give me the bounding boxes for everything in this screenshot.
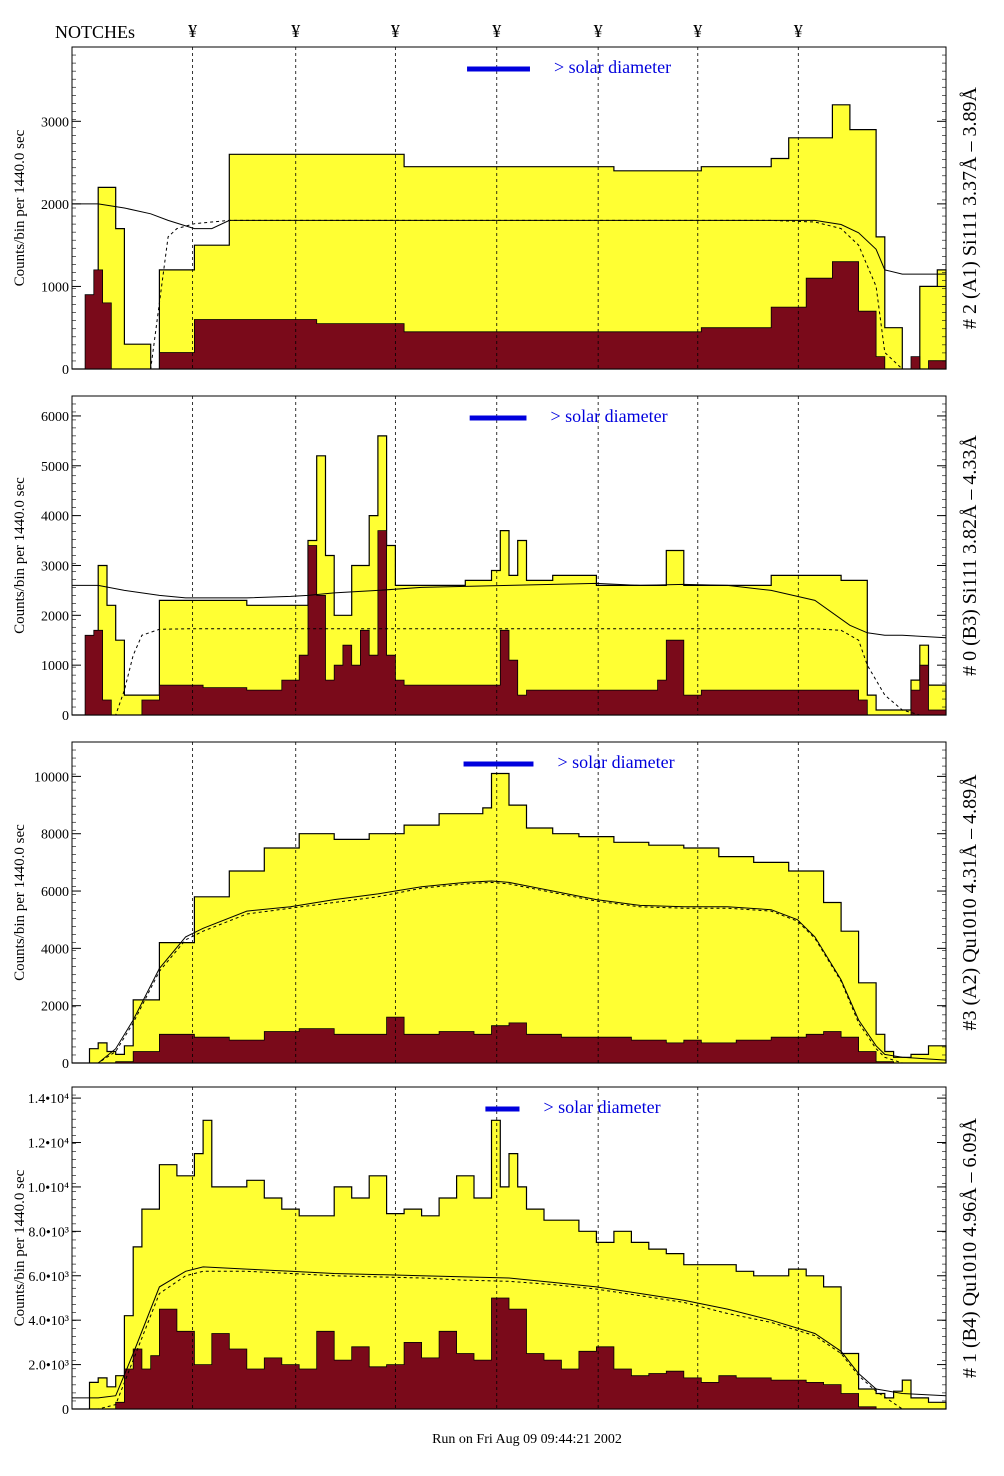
solar-diameter-label: > solar diameter xyxy=(543,1097,660,1117)
y-tick-label: 1.0•10⁴ xyxy=(28,1181,69,1196)
solar-diameter-label: > solar diameter xyxy=(557,752,674,772)
component-counts-area xyxy=(72,1016,946,1064)
y-tick-label: 4000 xyxy=(41,942,69,957)
y-axis-label: Counts/bin per 1440.0 sec xyxy=(12,129,28,286)
smooth-model-line xyxy=(72,1266,947,1399)
dashed-model-line xyxy=(72,628,920,716)
y-tick-label: 2000 xyxy=(41,609,69,624)
notch-marker: ¥ xyxy=(794,21,803,41)
total-counts-area xyxy=(72,435,947,716)
y-tick-label: 1.2•10⁴ xyxy=(28,1137,69,1152)
y-tick-label: 5000 xyxy=(41,460,69,475)
notch-marker-row: ¥ ¥ ¥ ¥ ¥ ¥ ¥ xyxy=(188,21,803,41)
total-counts-area xyxy=(72,104,947,370)
y-tick-label: 4.0•10³ xyxy=(28,1314,69,1329)
notch-marker: ¥ xyxy=(693,21,702,41)
panel-4: 0 2.0•10³ 4.0•10³ 6.0•10³ 8.0•10³ 1.0•10⁴ 1.2•… xyxy=(12,1086,981,1418)
dashed-model-line xyxy=(72,881,903,1064)
notch-marker: ¥ xyxy=(188,21,197,41)
total-counts-area xyxy=(72,772,947,1064)
notches-label: NOTCHEs xyxy=(55,22,135,42)
y-tick-label: 2000 xyxy=(41,1000,69,1015)
y-tick-label: 1000 xyxy=(41,280,69,295)
solar-diameter-label: > solar diameter xyxy=(550,406,667,426)
notch-marker: ¥ xyxy=(594,21,603,41)
notch-marker: ¥ xyxy=(291,21,300,41)
y-tick-label: 0 xyxy=(62,1403,69,1418)
panel-label: # 1 (B4) Qu1010 4.96Å – 6.09Å xyxy=(959,1117,981,1378)
y-tick-label: 8000 xyxy=(41,828,69,843)
y-tick-label: 0 xyxy=(62,363,69,378)
y-tick-label: 8.0•10³ xyxy=(28,1225,69,1240)
notch-marker: ¥ xyxy=(492,21,501,41)
panel-2: 0 1000 2000 3000 4000 5000 6000 > solar diamete… xyxy=(12,395,981,724)
y-tick-label: 4000 xyxy=(41,510,69,525)
y-tick-label: 3000 xyxy=(41,115,69,130)
panel-3: 0 2000 4000 6000 8000 10000 > solar diameter Co… xyxy=(12,741,981,1072)
y-tick-label: 3000 xyxy=(41,559,69,574)
solar-diameter-label: > solar diameter xyxy=(554,57,671,77)
component-counts-area xyxy=(72,1297,946,1410)
component-counts-area xyxy=(72,530,947,716)
panel-1: 0 1000 2000 3000 > solar diameter Counts/bin … xyxy=(12,46,981,378)
dashed-model-line xyxy=(72,1270,903,1410)
y-tick-label: 1.4•10⁴ xyxy=(28,1092,69,1107)
y-tick-label: 2000 xyxy=(41,198,69,213)
y-tick-label: 2.0•10³ xyxy=(28,1359,69,1374)
panels: 0 1000 2000 3000 > solar diameter Counts/bin … xyxy=(12,46,981,1418)
smooth-model-line xyxy=(72,582,947,639)
smooth-model-line xyxy=(72,880,947,1064)
notch-marker: ¥ xyxy=(391,21,400,41)
y-tick-label: 10000 xyxy=(34,770,69,785)
y-tick-label: 0 xyxy=(62,1057,69,1072)
y-axis-label: Counts/bin per 1440.0 sec xyxy=(12,1169,28,1326)
y-tick-label: 6000 xyxy=(41,885,69,900)
panel-label: # 0 (B3) Si111 3.82Å – 4.33Å xyxy=(959,435,981,676)
y-tick-label: 0 xyxy=(62,709,69,724)
y-tick-label: 6000 xyxy=(41,410,69,425)
y-tick-label: 6.0•10³ xyxy=(28,1270,69,1285)
y-axis-label: Counts/bin per 1440.0 sec xyxy=(12,824,28,981)
y-tick-label: 1000 xyxy=(41,659,69,674)
panel-label: # 2 (A1) Si111 3.37Å – 3.89Å xyxy=(959,87,981,329)
component-counts-area xyxy=(72,261,947,370)
total-counts-area xyxy=(72,1119,947,1410)
run-timestamp: Run on Fri Aug 09 09:44:21 2002 xyxy=(432,1432,622,1447)
panel-label: #3 (A2) Qu1010 4.31Å – 4.89Å xyxy=(959,774,981,1031)
y-axis-label: Counts/bin per 1440.0 sec xyxy=(12,477,28,634)
